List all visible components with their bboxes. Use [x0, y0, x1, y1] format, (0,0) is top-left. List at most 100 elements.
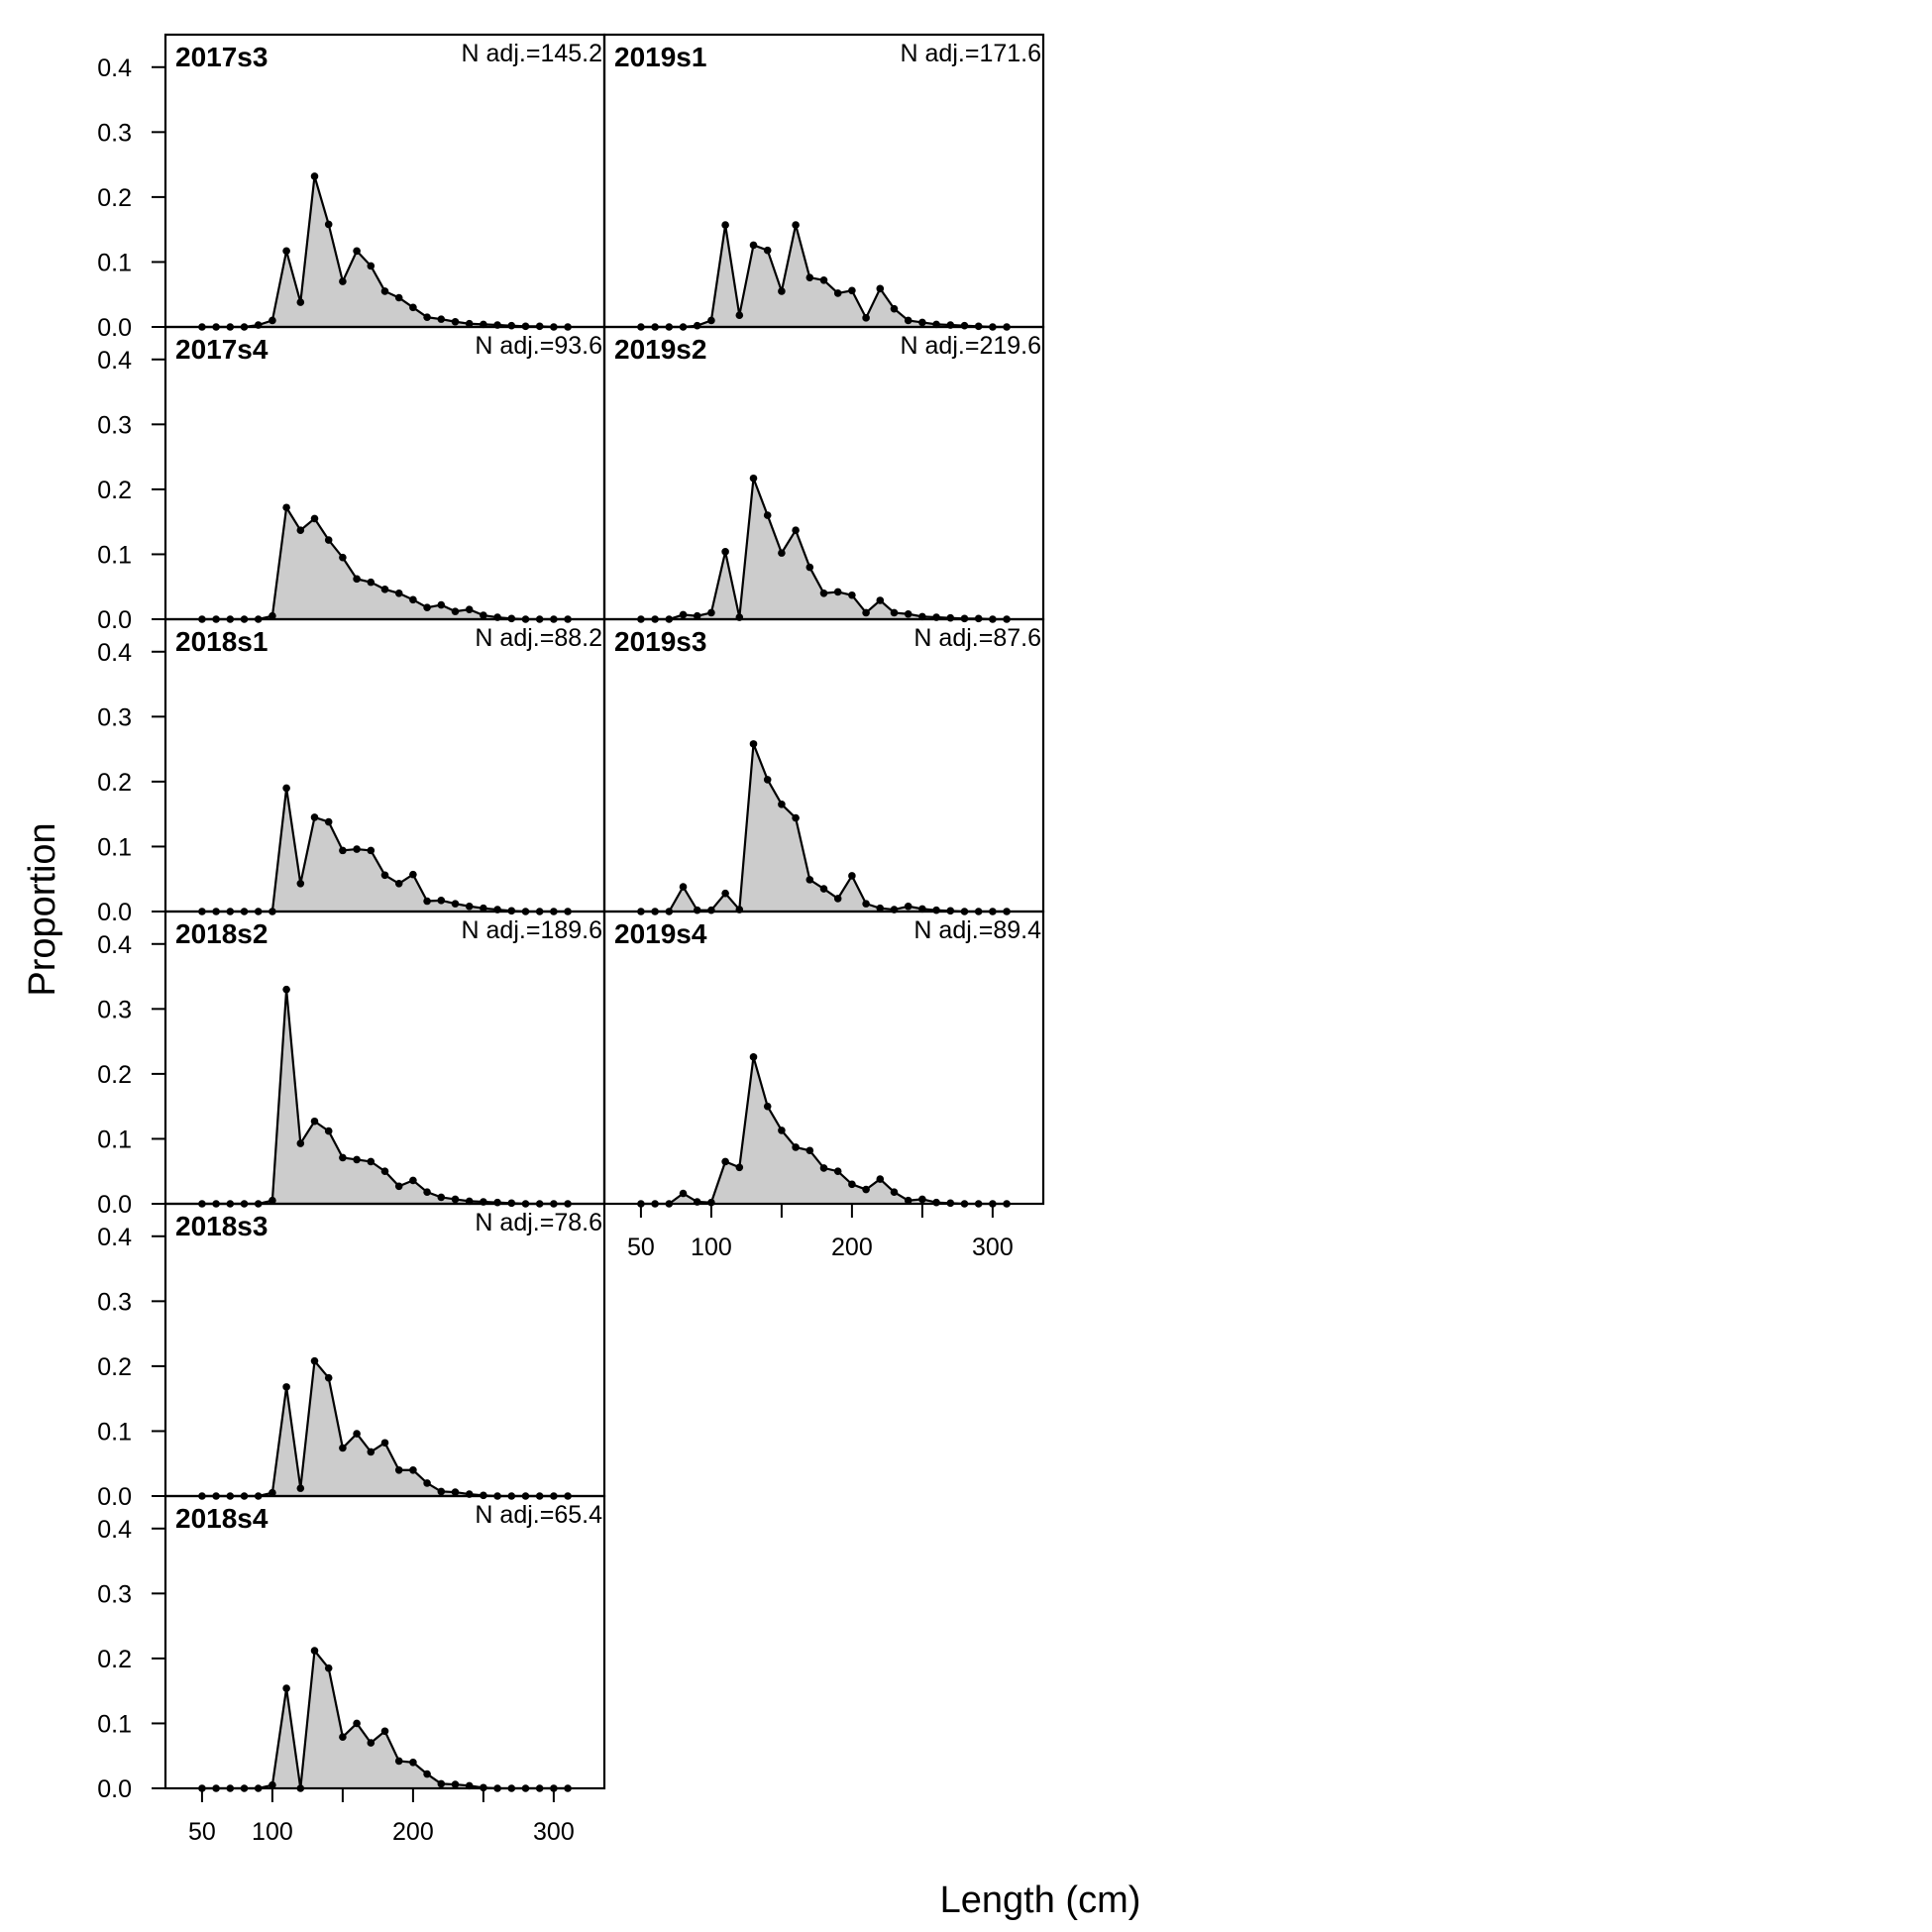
point-2018s2-120: [296, 1139, 305, 1147]
point-2017s3-170: [367, 262, 376, 270]
y-tick-label: 0.4: [97, 347, 132, 375]
point-2019s3-220: [876, 904, 885, 912]
point-2018s1-200: [409, 870, 417, 879]
panel-n-adj: N adj.=87.6: [913, 624, 1041, 652]
y-axis-title: Proportion: [22, 822, 63, 996]
y-tick-label: 0.3: [97, 411, 132, 439]
panel-2018s1: 2018s1 N adj.=88.2 0.0 0.1 0.2 0.3 0.4: [97, 617, 606, 926]
point-2019s1-180: [819, 276, 828, 284]
x-tick-label: 50: [188, 1818, 216, 1846]
point-2019s3-180: [819, 885, 828, 893]
point-2019s2-150: [778, 549, 786, 557]
point-2017s4-170: [367, 578, 376, 587]
point-2018s4-170: [367, 1739, 376, 1747]
point-2019s2-90: [693, 611, 701, 620]
point-2019s3-200: [848, 872, 856, 880]
point-2018s1-110: [282, 784, 290, 793]
panel-label: 2019s1: [614, 42, 706, 72]
point-2019s3-240: [904, 902, 912, 911]
panel-frame-2019s2: [602, 325, 1045, 621]
point-2017s3-100: [268, 316, 276, 325]
x-axis-title: Length (cm): [940, 1879, 1141, 1921]
panel-n-adj: N adj.=145.2: [462, 40, 602, 67]
point-2017s4-110: [282, 503, 290, 512]
y-tick-label: 0.3: [97, 1288, 132, 1316]
point-2019s3-160: [792, 813, 800, 822]
y-tick-label: 0.0: [97, 1775, 132, 1803]
point-2017s3-240: [465, 319, 474, 328]
point-2019s1-230: [890, 304, 899, 313]
y-tick-label: 0.2: [97, 477, 132, 504]
point-2019s2-160: [792, 526, 800, 534]
y-tick-label: 0.3: [97, 119, 132, 147]
x-tick-label: 200: [392, 1818, 434, 1846]
point-2018s4-150: [339, 1733, 347, 1742]
point-2019s3-210: [862, 900, 870, 908]
point-2018s3-190: [394, 1465, 403, 1474]
point-2019s2-240: [904, 609, 912, 618]
point-2017s4-130: [310, 514, 319, 523]
panel-label: 2018s4: [175, 1503, 268, 1534]
point-2017s4-230: [451, 607, 460, 615]
point-2017s3-270: [507, 321, 516, 330]
point-2018s3-150: [339, 1444, 347, 1452]
y-tick-label: 0.1: [97, 541, 132, 569]
panel-2019s2: 2019s2 N adj.=219.6: [602, 325, 1045, 623]
point-2018s1-130: [310, 813, 319, 821]
y-tick-label: 0.3: [97, 996, 132, 1023]
point-2019s3-190: [833, 895, 842, 903]
x-tick-label: 300: [533, 1818, 575, 1846]
point-2019s2-140: [763, 511, 772, 519]
point-2018s4-110: [282, 1684, 290, 1692]
area-2017s4: [201, 507, 569, 619]
panel-frame-2019s4: [602, 910, 1045, 1206]
y-tick-label: 0.1: [97, 833, 132, 861]
point-2018s3-200: [409, 1465, 417, 1474]
panel-label: 2017s3: [175, 42, 268, 72]
point-2018s3-100: [268, 1488, 276, 1497]
point-2017s3-120: [296, 298, 305, 306]
point-2019s1-280: [960, 321, 969, 330]
panel-n-adj: N adj.=189.6: [462, 916, 602, 944]
point-2019s1-240: [904, 316, 912, 325]
point-2018s4-100: [268, 1780, 276, 1789]
panel-n-adj: N adj.=65.4: [475, 1501, 602, 1529]
area-2017s3: [201, 175, 569, 327]
point-2019s4-190: [833, 1167, 842, 1176]
point-2019s4-120: [735, 1163, 744, 1172]
point-2018s3-210: [423, 1479, 431, 1487]
point-2019s4-80: [679, 1189, 688, 1198]
y-tick-label: 0.2: [97, 1646, 132, 1673]
y-tick-label: 0.4: [97, 1516, 132, 1544]
point-2019s1-110: [721, 221, 729, 229]
point-2018s2-220: [437, 1193, 446, 1202]
point-2018s2-260: [493, 1198, 501, 1207]
y-tick-label: 0.0: [97, 1483, 132, 1511]
panel-frame-2018s2: [163, 910, 606, 1206]
point-2017s4-100: [268, 611, 276, 620]
point-2018s3-140: [324, 1373, 333, 1382]
point-2019s4-230: [890, 1188, 899, 1196]
point-2018s4-140: [324, 1664, 333, 1672]
y-tick-label: 0.1: [97, 249, 132, 276]
point-2019s2-200: [848, 590, 856, 599]
point-2017s3-130: [310, 172, 319, 180]
y-tick-label: 0.3: [97, 1580, 132, 1608]
point-2019s2-130: [749, 474, 758, 483]
point-2018s2-100: [268, 1196, 276, 1205]
panel-label: 2018s2: [175, 918, 268, 949]
point-2019s1-150: [778, 287, 786, 295]
panel-frame-2018s1: [163, 617, 606, 913]
point-2019s1-170: [805, 273, 814, 281]
point-2017s3-210: [423, 313, 431, 321]
point-2018s2-210: [423, 1188, 431, 1196]
panel-n-adj: N adj.=171.6: [901, 40, 1041, 67]
point-2017s3-110: [282, 247, 290, 256]
point-2018s1-170: [367, 846, 376, 855]
point-2019s2-100: [707, 608, 715, 617]
point-2018s3-130: [310, 1356, 319, 1365]
point-2018s4-200: [409, 1758, 417, 1767]
point-2019s4-160: [792, 1143, 800, 1151]
point-2017s4-150: [339, 553, 347, 562]
